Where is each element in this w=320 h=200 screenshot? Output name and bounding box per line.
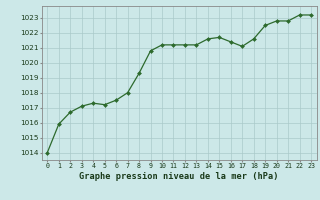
X-axis label: Graphe pression niveau de la mer (hPa): Graphe pression niveau de la mer (hPa) <box>79 172 279 181</box>
